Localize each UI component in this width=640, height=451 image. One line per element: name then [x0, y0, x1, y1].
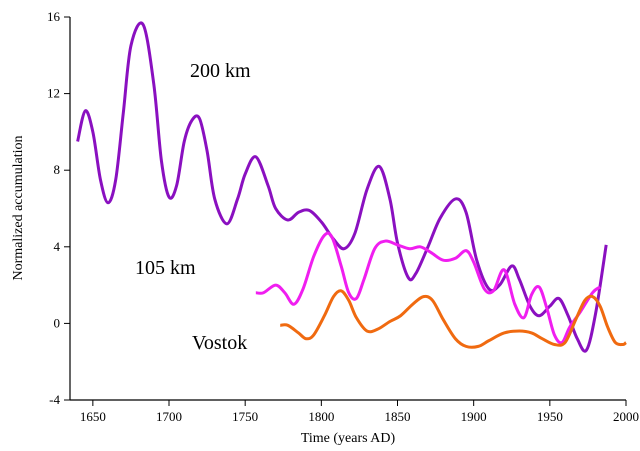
x-tick-label: 2000 — [613, 409, 639, 424]
y-tick-label: 8 — [54, 162, 61, 177]
x-tick-label: 1700 — [156, 409, 182, 424]
x-tick-label: 1900 — [461, 409, 487, 424]
x-tick-label: 1650 — [80, 409, 106, 424]
x-axis-label: Time (years AD) — [301, 431, 396, 446]
x-tick-label: 1850 — [385, 409, 411, 424]
series-label: 105 km — [135, 257, 196, 279]
y-tick-label: 4 — [54, 239, 61, 254]
y-tick-label: -4 — [49, 392, 60, 407]
series-label: 200 km — [190, 60, 251, 82]
y-tick-label: 12 — [47, 86, 60, 101]
series-line — [280, 289, 627, 349]
x-tick-label: 1800 — [308, 409, 334, 424]
x-tick-label: 1750 — [232, 409, 258, 424]
series-line — [76, 21, 608, 353]
y-tick-label: 0 — [54, 315, 61, 330]
y-tick-label: 16 — [47, 9, 61, 24]
y-axis-label: Normalized accumulation — [11, 136, 26, 281]
series-label: Vostok — [192, 332, 247, 354]
series-line — [255, 231, 602, 345]
x-tick-label: 1950 — [537, 409, 563, 424]
